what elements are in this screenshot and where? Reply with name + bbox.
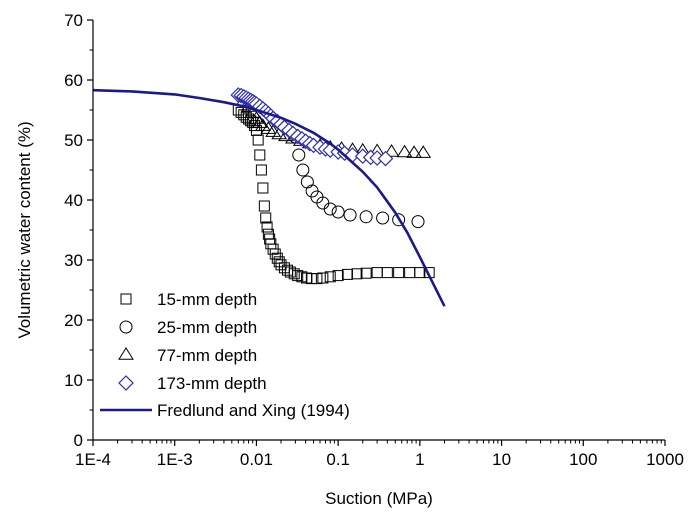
x-tick-label: 0.1 (326, 450, 350, 469)
data-point-square (252, 134, 264, 146)
plot-area (92, 87, 446, 307)
data-point-square (393, 267, 405, 279)
data-point-circle (323, 202, 337, 216)
data-point-square (317, 272, 329, 284)
x-tick-label: 1E-4 (75, 450, 111, 469)
x-ticks: 1E-4 1E-3 0.01 0.1 1 10 100 1000 (75, 440, 684, 469)
series-diamond (230, 87, 394, 167)
legend: 15-mm depth 25-mm depth 77-mm depth 173-mm … (100, 290, 350, 420)
data-point-circle (296, 163, 310, 177)
data-point-circle (411, 215, 425, 229)
legend-marker-diamond (118, 375, 134, 391)
legend-label: 77-mm depth (157, 346, 257, 365)
y-tick-label: 50 (64, 131, 83, 150)
data-point-square (360, 267, 372, 279)
data-point-square (243, 113, 255, 125)
data-point-square (260, 212, 272, 224)
data-point-circle (359, 210, 373, 224)
x-tick-label: 0.01 (240, 450, 273, 469)
data-point-square (414, 267, 426, 279)
data-point-square (284, 266, 296, 278)
data-point-diamond (377, 150, 394, 167)
x-tick-label: 1 (415, 450, 424, 469)
data-point-triangle (248, 111, 265, 124)
data-point-circle (376, 211, 390, 225)
series-square (232, 104, 435, 285)
x-tick-label: 1E-3 (157, 450, 193, 469)
data-point-square (371, 267, 383, 279)
data-point-square (258, 200, 270, 212)
legend-label: Fredlund and Xing (1994) (157, 401, 350, 420)
data-point-circle (343, 208, 357, 222)
legend-marker-triangle (118, 347, 134, 360)
series-circle (288, 130, 425, 229)
data-point-square (351, 268, 363, 280)
fredlund-xing-fit-line (92, 88, 446, 307)
data-point-triangle (383, 144, 400, 157)
data-point-square (341, 268, 353, 280)
x-tick-label: 100 (569, 450, 597, 469)
data-point-square (261, 221, 273, 233)
data-point-square (332, 270, 344, 282)
legend-label: 15-mm depth (157, 290, 257, 309)
data-point-triangle (251, 115, 268, 128)
x-tick-label: 10 (492, 450, 511, 469)
y-tick-label: 10 (64, 371, 83, 390)
data-point-square (305, 273, 317, 285)
x-tick-label: 1000 (646, 450, 684, 469)
data-point-square (292, 270, 304, 282)
data-point-square (254, 149, 266, 161)
legend-label: 173-mm depth (157, 374, 267, 393)
y-tick-label: 60 (64, 71, 83, 90)
data-point-square (271, 252, 283, 264)
data-point-square (255, 164, 267, 176)
y-tick-label: 20 (64, 311, 83, 330)
y-tick-label: 0 (74, 431, 83, 450)
data-point-circle (392, 213, 406, 227)
data-point-square (269, 248, 281, 260)
data-point-square (288, 268, 300, 280)
data-point-triangle (406, 145, 422, 158)
y-axis-title: Volumetric water content (%) (15, 121, 34, 338)
y-tick-label: 70 (64, 11, 83, 30)
y-ticks: 0 10 20 30 40 50 60 70 (64, 11, 93, 450)
data-point-square (257, 182, 269, 194)
legend-label: 25-mm depth (157, 318, 257, 337)
legend-marker-square (120, 293, 132, 305)
data-point-square (324, 271, 336, 283)
data-point-triangle (415, 145, 432, 158)
data-point-square (404, 267, 416, 279)
data-point-square (381, 267, 393, 279)
y-tick-label: 30 (64, 251, 83, 270)
data-point-triangle (396, 144, 413, 158)
series-line (92, 88, 446, 307)
data-point-circle (292, 148, 306, 162)
y-tick-label: 40 (64, 191, 83, 210)
data-point-circle (331, 205, 345, 219)
data-point-square (311, 273, 323, 285)
legend-marker-circle (119, 320, 133, 334)
data-point-circle (300, 175, 314, 189)
x-axis-title: Suction (MPa) (325, 489, 433, 508)
data-point-square (278, 262, 290, 274)
data-point-triangle (265, 124, 282, 137)
